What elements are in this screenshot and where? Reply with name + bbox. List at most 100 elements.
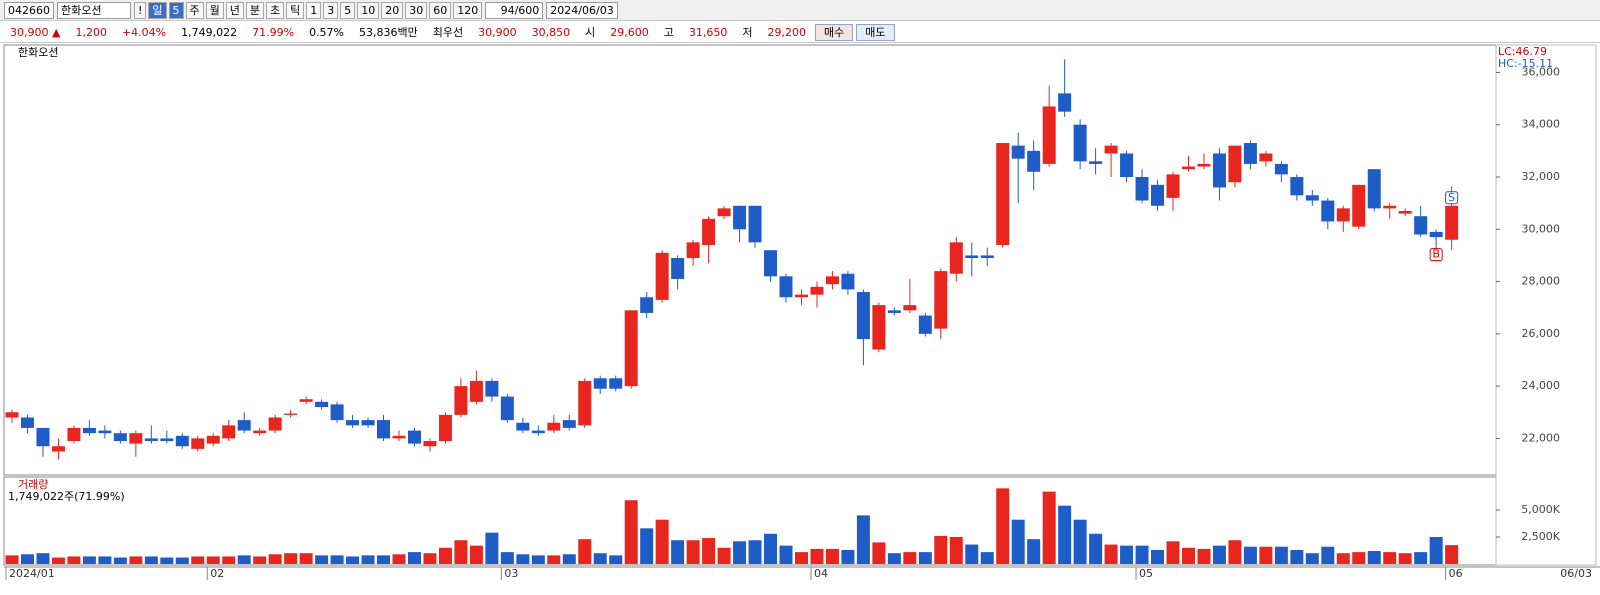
period-button[interactable]: 60 — [429, 1, 452, 19]
order-button[interactable]: 매도 — [856, 23, 895, 41]
period-button[interactable]: ! — [134, 1, 147, 19]
period-button[interactable]: 10 — [357, 1, 380, 19]
candle-body — [222, 425, 236, 439]
period-button[interactable]: 일 — [148, 1, 167, 19]
y-tick-label: 34,000 — [1522, 118, 1561, 131]
candle-body — [918, 315, 932, 334]
period-button[interactable]: 120 — [453, 1, 483, 19]
date[interactable]: 2024/06/03 — [546, 1, 618, 19]
volume-bar — [593, 553, 607, 564]
candle-body — [67, 427, 81, 442]
signal-box — [1429, 248, 1443, 262]
period-button[interactable]: 5 — [168, 1, 184, 19]
stock-code[interactable]: 042660 — [4, 1, 54, 19]
x-tick-label: 05 — [1139, 567, 1153, 580]
candle-body — [733, 205, 747, 230]
candle-body — [1352, 184, 1366, 227]
count[interactable]: 94/600 — [485, 1, 544, 19]
candle-body — [764, 250, 778, 277]
volume-bar — [516, 554, 530, 564]
order-button[interactable]: 매수 — [815, 23, 854, 41]
volume-bar — [655, 519, 669, 564]
volume-bar — [1042, 491, 1056, 564]
candle-body — [702, 218, 716, 245]
candle-body — [841, 273, 855, 290]
volume-bar — [82, 556, 96, 564]
candle-body — [1429, 231, 1443, 238]
candle-body — [1120, 153, 1134, 178]
volume-bar — [299, 553, 313, 564]
volume-bar — [748, 540, 762, 564]
candle-body — [1212, 153, 1226, 188]
volume-bar — [1073, 519, 1087, 564]
period-button[interactable]: 분 — [245, 1, 265, 19]
candle-body — [377, 420, 391, 439]
volume-bar — [392, 554, 406, 564]
volume-bar — [98, 556, 112, 564]
x-tick-label: 03 — [504, 567, 518, 580]
period-buttons: ! 일 5 주 월 년 분 초 틱 1 3 5 10 20 30 60 120 — [134, 1, 483, 19]
quote-field: 최우선 — [432, 26, 464, 39]
candle-body — [1336, 208, 1350, 222]
volume-bar — [1135, 545, 1149, 564]
candle-body — [1445, 205, 1459, 240]
candle-body — [454, 386, 468, 415]
period-button[interactable]: 5 — [340, 1, 356, 19]
candle-body — [810, 286, 824, 295]
volume-bar — [1274, 546, 1288, 564]
volume-bar — [253, 556, 267, 564]
candle-body — [856, 292, 870, 340]
period-button[interactable]: 1 — [306, 1, 322, 19]
x-tick-label: 06 — [1449, 567, 1463, 580]
candle-body — [438, 414, 452, 442]
period-button[interactable]: 년 — [225, 1, 244, 19]
stock-name[interactable]: 한화오션 — [57, 1, 131, 19]
volume-bar — [175, 557, 189, 564]
x-tick-label: 2024/01 — [9, 567, 55, 580]
candle-body — [206, 435, 220, 444]
quote-field: 30,900 ▲ — [10, 25, 61, 39]
period-button[interactable]: 3 — [323, 1, 339, 19]
volume-bar — [191, 556, 205, 564]
candle-body — [1414, 216, 1428, 235]
volume-bar — [686, 540, 700, 564]
candle-body — [1305, 195, 1319, 201]
period-button[interactable]: 월 — [205, 1, 224, 19]
candle-body — [516, 422, 530, 431]
candle-body — [1089, 161, 1103, 164]
candle-body — [485, 380, 499, 397]
volume-bar — [20, 554, 34, 564]
volume-bar — [547, 555, 561, 564]
period-button[interactable]: 20 — [381, 1, 404, 19]
volume-bar — [825, 548, 839, 564]
period-button[interactable]: 30 — [405, 1, 428, 19]
y-tick-label: 28,000 — [1522, 275, 1561, 288]
candle-body — [686, 242, 700, 259]
period-button[interactable]: 틱 — [286, 1, 305, 19]
quote-field: 0.57% — [309, 25, 345, 39]
candle-body — [469, 380, 483, 402]
volume-bar — [702, 538, 716, 564]
candle-body — [1290, 177, 1304, 196]
volume-bar — [423, 553, 437, 564]
quote-field: 고 — [663, 26, 674, 39]
volume-bar — [531, 555, 545, 564]
candle-body — [593, 378, 607, 389]
candle-body — [1259, 153, 1273, 162]
period-button[interactable]: 초 — [266, 1, 285, 19]
quote-field: 저 — [742, 26, 753, 39]
period-button[interactable]: 주 — [185, 1, 204, 19]
signal-label: B — [1432, 248, 1440, 261]
volume-bar — [500, 552, 514, 564]
volume-bar — [36, 553, 50, 564]
volume-bar — [330, 555, 344, 564]
volume-bar — [1259, 546, 1273, 564]
candle-body — [1151, 184, 1165, 206]
volume-bar — [918, 552, 932, 564]
volume-bar — [733, 541, 747, 564]
volume-bar — [1027, 539, 1041, 564]
candle-body — [361, 420, 375, 426]
candle-body — [872, 305, 886, 350]
candle-body — [129, 433, 143, 444]
